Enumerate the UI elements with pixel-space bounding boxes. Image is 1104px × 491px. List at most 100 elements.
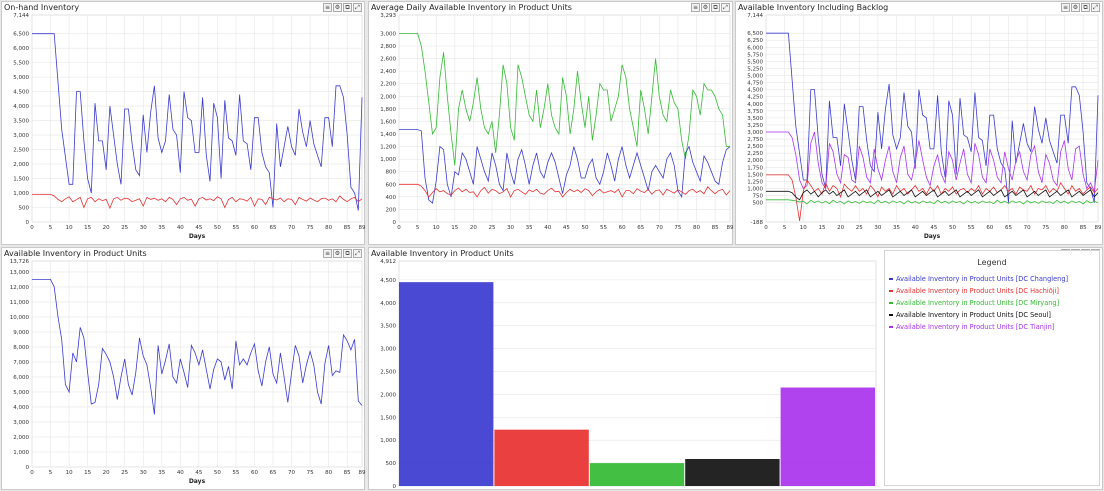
series-line [399,32,730,166]
y-tick-label: 1,500 [13,177,29,183]
x-tick-label: 50 [214,225,221,231]
legend-items: Available Inventory in Product Units [DC… [885,273,1099,333]
y-tick-label: 1,200 [380,145,396,151]
y-tick-label: 4,750 [747,81,763,87]
y-tick-label: 500 [19,206,30,212]
y-tick-label: 500 [386,461,397,467]
bar [780,387,875,486]
x-tick-label: 80 [325,470,332,476]
y-tick-label: 2,000 [380,94,396,100]
copy-icon[interactable]: ⧉ [343,249,352,258]
y-tick-label: 1,250 [747,179,763,185]
y-tick-label: 3,500 [747,116,763,122]
y-tick-label: 500 [753,201,764,207]
gear-icon[interactable]: ⚙ [1071,3,1080,12]
list-icon[interactable]: ≡ [323,3,332,12]
expand-icon[interactable]: ⤢ [721,3,730,12]
panel-title: Available Inventory Including Backlog [738,3,889,12]
x-tick-label: 85 [712,225,719,231]
y-tick-label: 2,600 [380,57,396,63]
legend-item[interactable]: Available Inventory in Product Units [DC… [885,297,1099,309]
x-tick-label: 20 [103,225,110,231]
series-line [399,129,731,204]
copy-icon[interactable]: ⧉ [1081,3,1090,12]
legend-item[interactable]: Available Inventory in Product Units [DC… [885,309,1099,321]
legend-item[interactable]: Available Inventory in Product Units [DC… [885,273,1099,285]
x-tick-label: 89 [359,225,366,231]
y-tick-label: 0 [26,465,30,471]
series-line [32,278,363,415]
y-tick-label: 4,000 [380,301,396,307]
bar [685,458,780,486]
average-daily-inventory-chart: 02004006008001,0001,2001,4001,6001,8002,… [380,13,734,231]
x-tick-label: 20 [103,470,110,476]
gear-icon[interactable]: ⚙ [333,249,342,258]
x-tick-label: 45 [930,225,937,231]
y-tick-label: 6,500 [13,32,29,38]
y-tick-label: 800 [386,170,397,176]
x-tick-label: 15 [84,225,91,231]
expand-icon[interactable]: ⤢ [353,3,362,12]
gear-icon[interactable]: ⚙ [701,3,710,12]
y-tick-label: 1,400 [380,132,396,138]
available-inventory-line-chart: 0 1,000 2,000 3,000 4,000 5,000 6,000 7,000 8,00… [10,259,366,485]
list-icon[interactable]: ≡ [323,249,332,258]
expand-icon[interactable]: ⤢ [1091,3,1100,12]
list-icon[interactable]: ≡ [1061,3,1070,12]
y-tick-label: 2,000 [380,392,396,398]
x-tick-label: 30 [507,225,514,231]
plot-area [31,14,363,223]
panel-toolbar: ≡⚙⧉⤢ [1061,3,1100,12]
x-tick-label: 70 [656,225,663,231]
x-tick-label: 25 [121,470,128,476]
x-tick-label: 45 [195,470,202,476]
x-tick-label: 5 [416,225,420,231]
x-axis-label: Days [189,233,206,240]
y-tick-label: 6,000 [747,45,763,51]
x-tick-label: 60 [619,225,626,231]
x-tick-label: 40 [177,225,184,231]
x-tick-label: 55 [600,225,607,231]
gear-icon[interactable]: ⚙ [333,3,342,12]
legend-item[interactable]: Available Inventory in Product Units [DC… [885,321,1099,333]
x-tick-label: 65 [270,225,277,231]
series-line [766,189,1099,201]
series-line [32,194,363,210]
y-tick-label: 12,000 [10,285,30,291]
y-tick-label: 1,000 [380,438,396,444]
y-tick-label: 8,000 [13,345,29,351]
copy-icon[interactable]: ⧉ [343,3,352,12]
expand-icon[interactable]: ⤢ [353,249,362,258]
series-line [766,131,1099,193]
y-tick-label: 0 [393,484,397,490]
panel-on-hand-inventory: On-hand Inventory ≡ ⚙ ⧉ ⤢ 0 500 1,000 1,500 2,0… [1,1,366,245]
x-tick-label: 80 [693,225,700,231]
y-tick-label: 0 [393,220,397,226]
x-tick-label: 89 [1095,225,1102,231]
panel-available-inventory-product-units: Available Inventory in Product Units ≡ ⚙ ⧉… [1,247,366,490]
legend-label: Available Inventory in Product Units [DC… [896,287,1059,295]
y-tick-label: 2,000 [13,162,29,168]
y-tick-label: 4,000 [13,405,29,411]
x-tick-label: 40 [544,225,551,231]
y-max-label: 7,144 [13,13,29,19]
panel-title: Available Inventory in Product Units [4,249,147,258]
x-tick-label: 85 [344,470,351,476]
inventory-including-backlog-chart: 5007501,0001,2501,5001,7502,0002,2502,50… [747,13,1102,240]
plot-area [31,260,363,468]
x-tick-label: 50 [214,470,221,476]
legend-label: Available Inventory in Product Units [DC… [896,323,1055,331]
on-hand-inventory-chart: 05001,0001,5002,0002,5003,0003,5004,0004… [13,13,366,240]
list-icon[interactable]: ≡ [691,3,700,12]
bar [399,282,494,486]
y-min-label: -188 [751,220,764,226]
y-tick-label: 0 [26,220,30,226]
y-tick-label: 3,500 [380,324,396,330]
y-tick-label: 200 [386,207,397,213]
y-tick-label: 3,000 [380,31,396,37]
x-tick-label: 75 [307,225,314,231]
copy-icon[interactable]: ⧉ [711,3,720,12]
legend-label: Available Inventory in Product Units [DC… [896,311,1051,319]
y-tick-label: 3,500 [13,119,29,125]
legend-item[interactable]: Available Inventory in Product Units [DC… [885,285,1099,297]
